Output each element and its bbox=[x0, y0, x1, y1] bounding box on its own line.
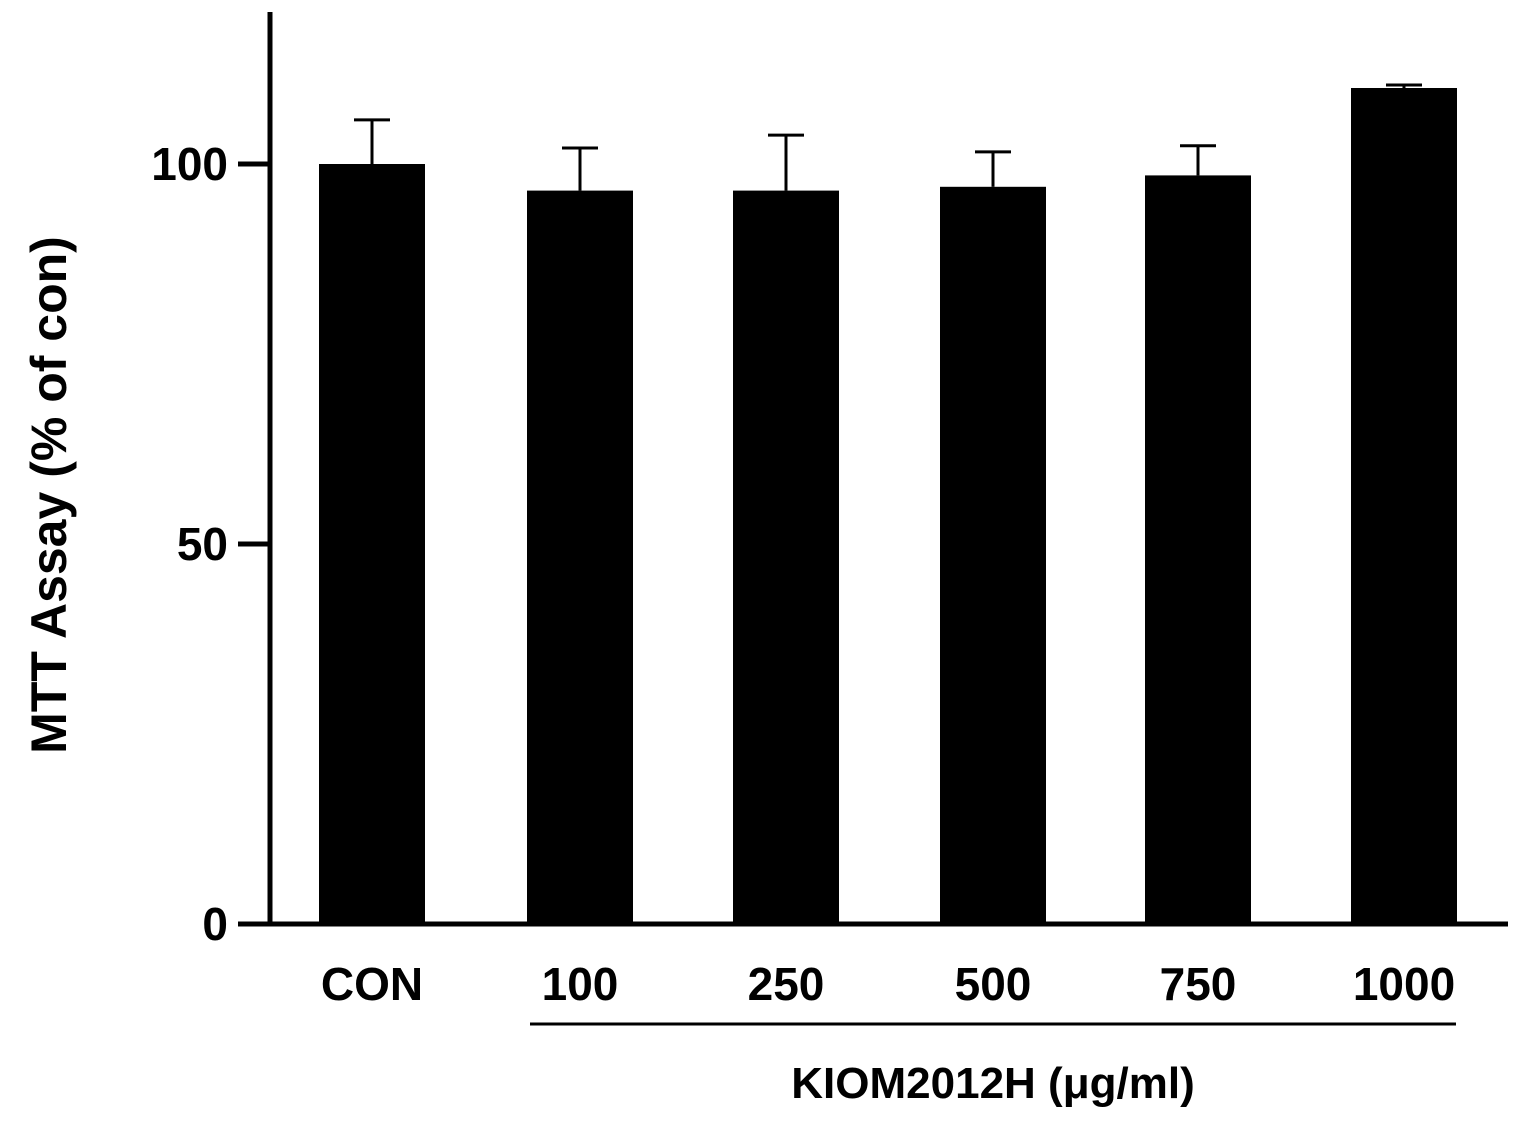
y-tick-label-0: 0 bbox=[202, 898, 228, 950]
bar-100 bbox=[527, 190, 633, 925]
bar-250 bbox=[733, 190, 839, 925]
x-tick-labels: CON 100 250 500 750 1000 bbox=[321, 958, 1455, 1010]
x-tick-label-250: 250 bbox=[748, 958, 825, 1010]
bars-layer bbox=[319, 88, 1457, 925]
x-tick-label-1000: 1000 bbox=[1353, 958, 1455, 1010]
x-tick-label-750: 750 bbox=[1160, 958, 1237, 1010]
x-tick-label-100: 100 bbox=[542, 958, 619, 1010]
bar-500 bbox=[940, 186, 1046, 925]
y-tick-label-100: 100 bbox=[151, 138, 228, 190]
y-axis-title: MTT Assay (% of con) bbox=[21, 236, 77, 754]
bar-750 bbox=[1145, 175, 1251, 924]
bar-CON bbox=[319, 164, 425, 924]
y-ticks: 0 50 100 bbox=[151, 138, 270, 950]
group-label: KIOM2012H (μg/ml) bbox=[791, 1059, 1194, 1108]
bar-1000 bbox=[1351, 88, 1457, 924]
x-tick-label-CON: CON bbox=[321, 958, 423, 1010]
x-tick-label-500: 500 bbox=[955, 958, 1032, 1010]
error-bars-layer bbox=[354, 83, 1422, 191]
y-tick-label-50: 50 bbox=[177, 518, 228, 570]
